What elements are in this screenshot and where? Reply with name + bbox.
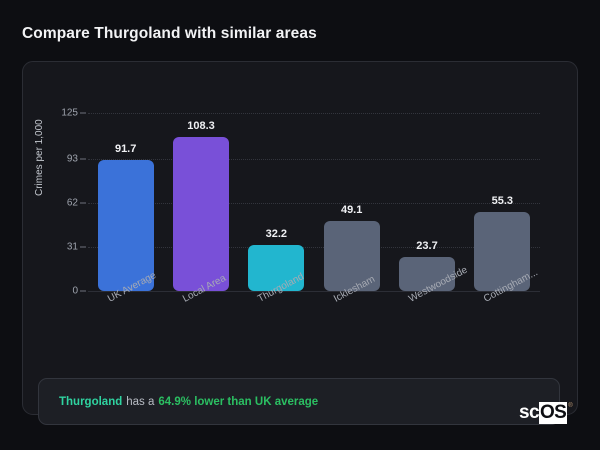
insight-statistic: 64.9% lower than UK average <box>158 395 319 408</box>
scos-brand-logo: sc OS ® <box>519 402 573 424</box>
registered-trademark-icon: ® <box>568 403 573 409</box>
page-title: Compare Thurgoland with similar areas <box>22 25 317 42</box>
comparison-chart-card <box>22 61 578 415</box>
insight-connector: has a <box>126 395 155 408</box>
insight-area-name: Thurgoland <box>59 395 123 408</box>
insight-banner: Thurgoland has a 64.9% lower than UK ave… <box>38 378 560 425</box>
logo-highlight-text: OS <box>538 402 568 424</box>
logo-prefix-text: sc <box>519 402 540 423</box>
